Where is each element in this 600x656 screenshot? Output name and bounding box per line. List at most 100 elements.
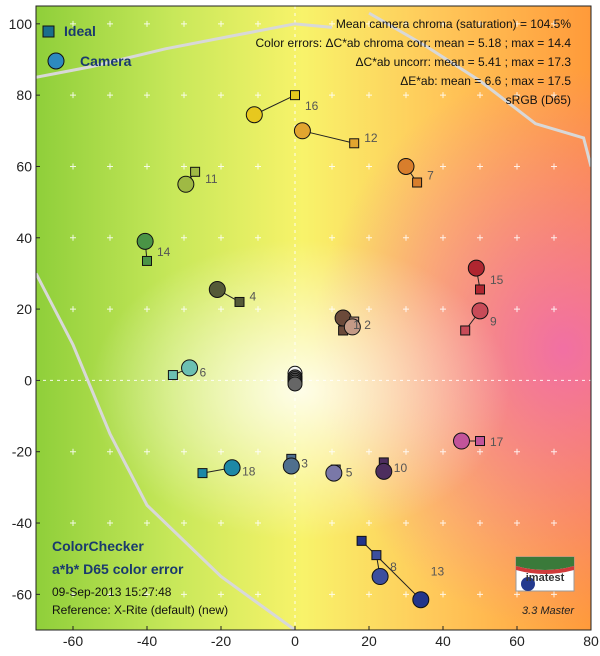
grid-plus-mark [181,234,187,241]
grid-plus-mark [329,306,335,313]
grid-plus-mark [181,163,187,170]
x-tick-label: -20 [211,633,231,649]
grid-plus-mark [255,591,261,598]
patch-label-18: 18 [242,464,256,478]
grid-plus-mark [70,448,76,455]
grid-plus-mark [551,448,557,455]
grid-plus-mark [144,520,150,527]
ideal-marker-15 [475,284,485,295]
camera-marker-4 [208,280,226,298]
grid-plus-mark [181,591,187,598]
grid-plus-mark [70,520,76,527]
camera-marker-16 [245,106,263,124]
grid-plus-mark [440,591,446,598]
grid-plus-mark [218,92,224,99]
grid-plus-mark [181,92,187,99]
grid-plus-mark [366,234,372,241]
grid-plus-mark [70,20,76,27]
legend-ideal-label: Ideal [64,23,96,39]
grid-plus-mark [514,92,520,99]
grid-plus-mark [440,306,446,313]
x-tick-label: 40 [435,633,451,649]
grid-plus-mark [514,520,520,527]
grid-plus-mark [514,448,520,455]
grid-plus-mark [403,520,409,527]
x-tick-label: 60 [509,633,525,649]
grid-plus-mark [366,591,372,598]
y-tick-label: 80 [16,87,32,103]
ideal-marker-18 [197,468,208,479]
ideal-marker-8 [371,550,382,561]
grid-plus-mark [70,306,76,313]
patch-label-17: 17 [490,435,504,449]
grid-plus-mark [477,520,483,527]
grid-plus-mark [403,20,409,27]
camera-marker-6 [181,359,199,377]
grid-plus-mark [107,92,113,99]
patch-label-10: 10 [394,461,408,475]
ideal-marker-9 [460,325,471,336]
grid-plus-mark [551,92,557,99]
grid-plus-mark [329,234,335,241]
patch-label-8: 8 [390,560,397,574]
grid-plus-mark [551,520,557,527]
stats-block: Mean camera chroma (saturation) = 104.5%… [256,17,572,107]
grid-plus-mark [255,448,261,455]
patch-label-9: 9 [490,315,497,329]
stat-chroma-uncorr: ΔC*ab uncorr: mean = 5.41 ; max = 17.3 [356,55,572,69]
camera-marker-12 [293,122,311,140]
grid-plus-mark [366,20,372,27]
patch-label-7: 7 [427,168,434,182]
chart-reference: Reference: X-Rite (default) (new) [52,603,228,617]
grid-plus-mark [218,448,224,455]
grid-plus-mark [255,234,261,241]
grid-plus-mark [440,92,446,99]
grid-plus-mark [514,306,520,313]
y-tick-label: -20 [12,444,32,460]
grid-plus-mark [440,234,446,241]
grid-plus-mark [440,520,446,527]
stat-chroma-corr: Color errors: ΔC*ab chroma corr: mean = … [256,36,572,50]
grid-plus-mark [218,20,224,27]
grid-plus-mark [440,20,446,27]
camera-marker-17 [453,432,470,450]
camera-marker-5 [325,464,343,482]
camera-marker-2 [343,318,361,336]
ideal-marker-13 [356,535,367,546]
patch-label-12: 12 [364,131,378,145]
grid-plus-mark [181,448,187,455]
chart-title: ColorChecker [52,538,144,554]
patch-label-1: 1 [353,318,360,332]
grid-plus-mark [477,92,483,99]
gamut-boundary [36,11,591,630]
patch-label-15: 15 [490,273,504,287]
grid-plus-mark [403,591,409,598]
grid-plus-mark [514,591,520,598]
grid-plus-mark [107,234,113,241]
grid-plus-mark [218,234,224,241]
grid-plus-mark [255,92,261,99]
grid-plus-mark [366,163,372,170]
ideal-marker-17 [475,436,485,447]
patch-markers [136,90,489,609]
camera-marker-15 [467,259,485,277]
x-tick-label: -60 [63,633,83,649]
camera-marker-9 [471,302,489,320]
grid-plus-mark [366,448,372,455]
patch-label-11: 11 [205,172,218,186]
patch-label-2: 2 [364,318,371,332]
chart-date: 09-Sep-2013 15:27:48 [52,585,172,599]
grid-plus-mark [329,520,335,527]
y-tick-label: 40 [16,230,32,246]
neutral-marker [287,376,303,392]
grid-plus-mark [514,234,520,241]
camera-marker-11 [177,175,195,193]
patch-label-13: 13 [431,564,445,578]
camera-marker-13 [412,591,430,609]
grid-plus-mark [218,306,224,313]
grid-plus-mark [366,306,372,313]
error-vector-12 [302,130,355,144]
grid-plus-mark [107,163,113,170]
grid-plus-mark [551,163,557,170]
